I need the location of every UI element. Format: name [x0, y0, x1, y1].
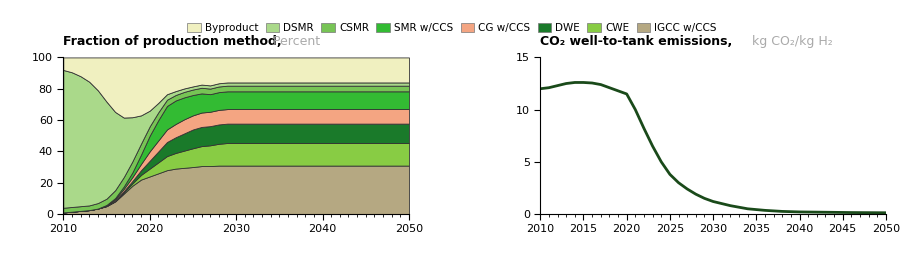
Legend: Byproduct, DSMR, CSMR, SMR w/CCS, CG w/CCS, DWE, CWE, IGCC w/CCS: Byproduct, DSMR, CSMR, SMR w/CCS, CG w/C… [182, 19, 721, 38]
Text: kg CO₂/kg H₂: kg CO₂/kg H₂ [747, 35, 832, 48]
Text: CO₂ well-to-tank emissions,: CO₂ well-to-tank emissions, [540, 35, 731, 48]
Text: Fraction of production method,: Fraction of production method, [63, 35, 282, 48]
Text: Percent: Percent [269, 35, 320, 48]
